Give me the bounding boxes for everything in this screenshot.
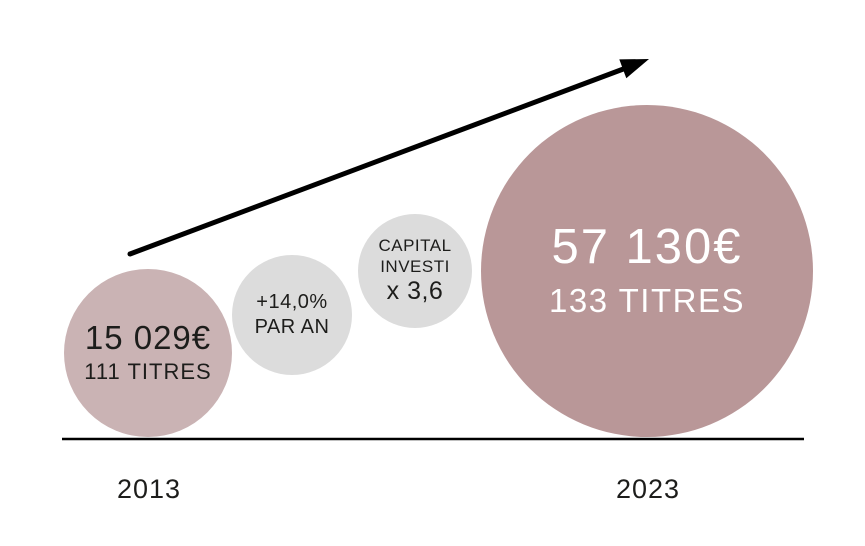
bubble-2023-subtitle: 133 TITRES: [549, 282, 745, 320]
growth-rate-value: +14,0%: [256, 291, 328, 313]
bubble-2023-value: 57 130€: [551, 220, 743, 275]
bubble-2013: 15 029€ 111 TITRES: [64, 269, 232, 437]
capital-word-1: CAPITAL: [378, 236, 452, 256]
bubble-2013-subtitle: 111 TITRES: [84, 359, 212, 385]
year-label-end: 2023: [615, 474, 681, 504]
growth-rate-unit: PAR AN: [254, 316, 330, 338]
capital-multiple-value: x 3,6: [386, 277, 444, 306]
year-label-start: 2013: [116, 474, 182, 504]
bubble-2023: 57 130€ 133 TITRES: [481, 105, 813, 437]
bubble-capital-multiple: CAPITAL INVESTI x 3,6: [358, 214, 472, 328]
bubble-growth-rate: +14,0% PAR AN: [232, 255, 352, 375]
bubble-2013-value: 15 029€: [84, 319, 212, 357]
capital-word-2: INVESTI: [380, 256, 450, 276]
